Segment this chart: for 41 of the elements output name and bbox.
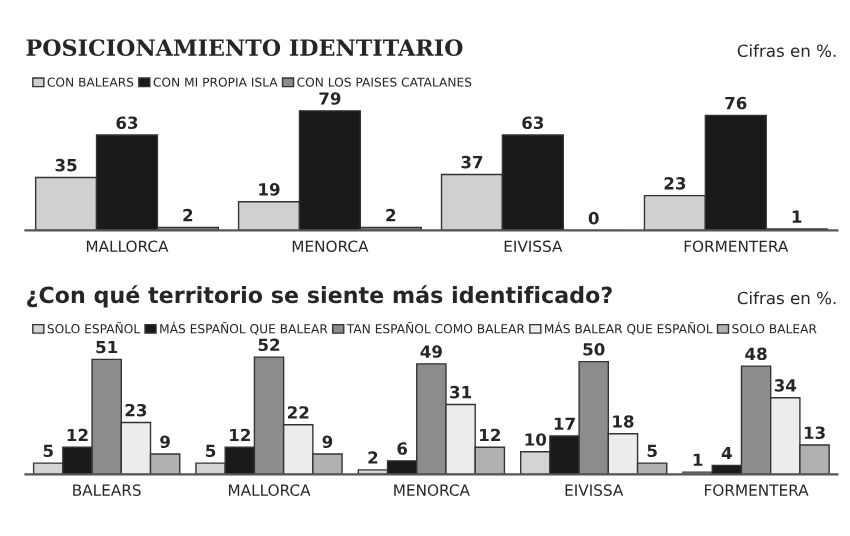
data-label: 12 bbox=[230, 428, 250, 442]
text: Cifras en %. bbox=[737, 44, 836, 58]
data-label: 0 bbox=[588, 211, 599, 225]
data-label: 23 bbox=[125, 403, 147, 417]
data-label: 49 bbox=[420, 345, 442, 358]
chart-title: ¿Con qué territorio se siente más identificado? bbox=[27, 285, 612, 308]
data-label: 6 bbox=[397, 442, 408, 455]
data-label: 50 bbox=[583, 343, 605, 356]
data-label: 2 bbox=[368, 451, 378, 464]
data-label: 12 bbox=[480, 428, 500, 442]
chart-title: POSICIONAMIENTO IDENTITARIO bbox=[26, 39, 463, 56]
data-label: 5 bbox=[206, 444, 216, 458]
data-label: 9 bbox=[322, 435, 333, 449]
data-label: 5 bbox=[647, 444, 657, 458]
data-label: 2 bbox=[183, 208, 193, 222]
data-label: 17 bbox=[554, 417, 575, 430]
data-label: 13 bbox=[804, 426, 825, 440]
data-label: 31 bbox=[450, 385, 472, 399]
data-label: 19 bbox=[259, 183, 280, 196]
data-label: 37 bbox=[461, 155, 483, 169]
data-label: 48 bbox=[745, 347, 767, 361]
data-label: 79 bbox=[319, 92, 341, 105]
data-label: 52 bbox=[258, 338, 280, 352]
data-label: 10 bbox=[525, 433, 547, 446]
data-label: 12 bbox=[67, 428, 88, 442]
data-label: 51 bbox=[96, 340, 118, 354]
data-label: 22 bbox=[287, 406, 309, 419]
text: Cifras en %. bbox=[737, 291, 836, 305]
data-label: 1 bbox=[792, 210, 802, 223]
data-label: 2 bbox=[386, 208, 396, 222]
data-label: 34 bbox=[774, 379, 797, 392]
data-label: 35 bbox=[55, 158, 77, 172]
data-label: 1 bbox=[693, 453, 703, 466]
data-label: 63 bbox=[522, 116, 544, 130]
data-label: 76 bbox=[725, 96, 747, 110]
data-label: 4 bbox=[721, 446, 732, 460]
data-label: 23 bbox=[664, 177, 686, 190]
data-label: 5 bbox=[43, 444, 53, 458]
data-label: 18 bbox=[613, 415, 634, 428]
data-label: 9 bbox=[160, 435, 170, 449]
data-label: 63 bbox=[116, 116, 138, 130]
